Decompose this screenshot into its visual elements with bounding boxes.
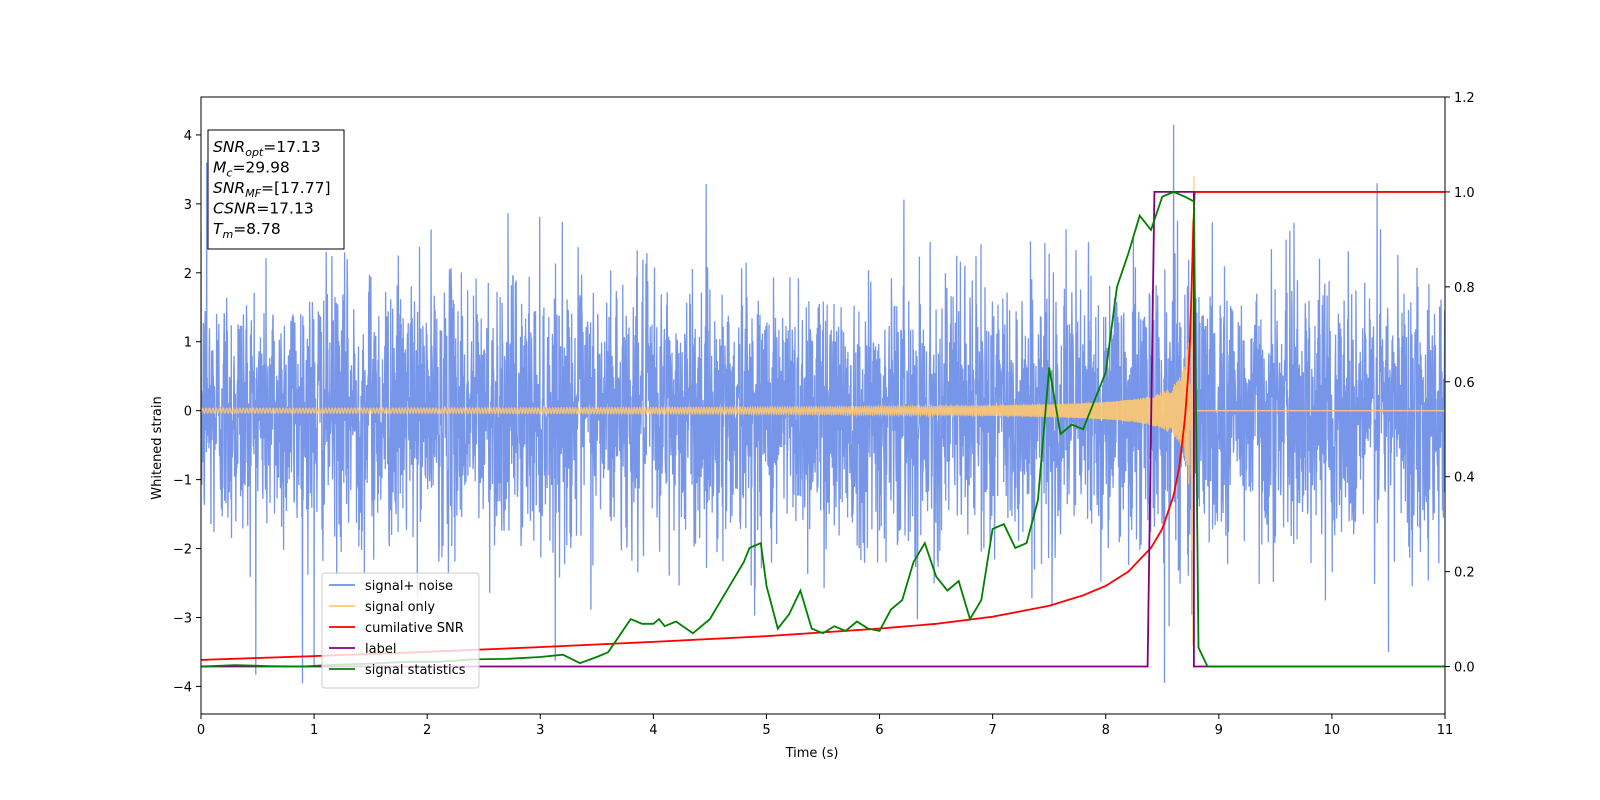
y-axis-label-left: Whitened strain <box>150 396 165 499</box>
plot-frame <box>200 96 1446 715</box>
legend-box <box>321 572 480 689</box>
y-right-tick-label: 1.0 <box>1454 186 1475 201</box>
series-signal-only-line <box>201 176 1445 648</box>
y-left-tick-label: 4 <box>184 129 192 144</box>
y-left-tick-label: −1 <box>173 474 192 489</box>
x-tick-label: 1 <box>310 723 318 738</box>
y-left-tick-label: 0 <box>184 405 192 420</box>
x-tick-label: 9 <box>1215 723 1223 738</box>
legend-label: cumilative SNR <box>365 621 464 636</box>
x-tick-label: 5 <box>762 723 770 738</box>
legend-label: label <box>365 642 396 657</box>
y-left-tick-label: 1 <box>184 336 192 351</box>
x-tick-label: 8 <box>1102 723 1110 738</box>
y-left-tick-label: −3 <box>173 611 192 626</box>
info-csnr: CSNR=17.13 <box>213 200 314 218</box>
series-signal-statistics-line <box>201 190 1445 668</box>
x-tick-label: 0 <box>197 723 205 738</box>
y-right-tick-label: 0.4 <box>1454 471 1475 486</box>
y-left-tick-label: 2 <box>184 267 192 282</box>
x-tick-label: 6 <box>875 723 883 738</box>
info-mc: Mc=29.98 <box>213 159 290 180</box>
y-right-tick-label: 0.2 <box>1454 566 1475 581</box>
info-snr-mf: SNRMF=[17.77] <box>213 179 331 200</box>
y-left-tick-label: 3 <box>184 198 192 213</box>
y-left-tick-label: −4 <box>173 680 192 695</box>
y-right-tick-label: 0.0 <box>1454 661 1475 676</box>
x-axis-label: Time (s) <box>785 746 839 761</box>
x-tick-label: 4 <box>649 723 657 738</box>
x-tick-label: 10 <box>1324 723 1341 738</box>
x-tick-label: 3 <box>536 723 544 738</box>
y-right-tick-label: 1.2 <box>1454 91 1475 106</box>
info-tm: Tm=8.78 <box>213 220 281 241</box>
x-tick-label: 2 <box>423 723 431 738</box>
x-tick-label: 7 <box>988 723 996 738</box>
legend-label: signal only <box>365 600 435 615</box>
legend-label: signal statistics <box>365 663 466 678</box>
x-tick-label: 11 <box>1437 723 1454 738</box>
legend-label: signal+ noise <box>365 579 453 594</box>
info-box <box>207 129 345 250</box>
y-right-tick-label: 0.8 <box>1454 281 1475 296</box>
info-snr-opt: SNRopt=17.13 <box>213 138 321 159</box>
y-right-tick-label: 0.6 <box>1454 376 1475 391</box>
y-left-tick-label: −2 <box>173 543 192 558</box>
